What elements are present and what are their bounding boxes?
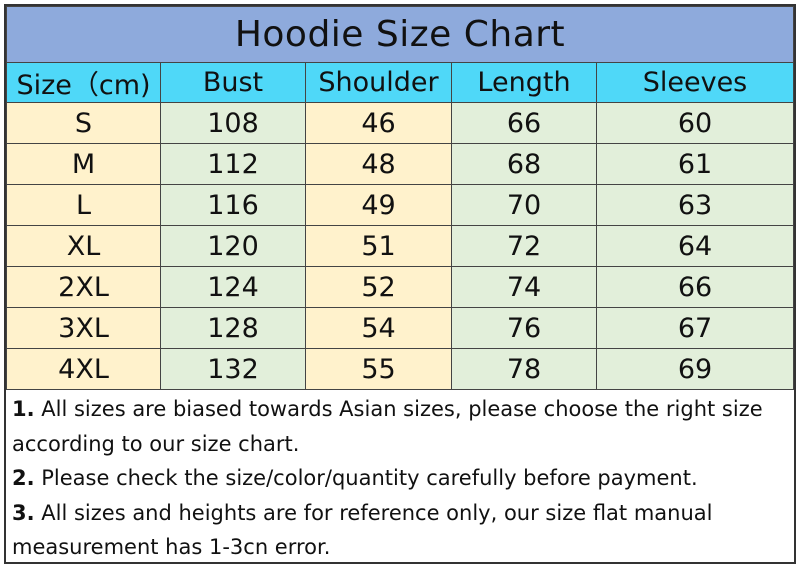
chart-title: Hoodie Size Chart: [6, 6, 794, 63]
table-cell: 66: [451, 102, 597, 144]
table-cell: 2XL: [6, 266, 161, 308]
table-cell: 74: [451, 266, 597, 308]
table-cell: 70: [451, 184, 597, 226]
table-cell: 48: [305, 143, 452, 185]
size-chart: Hoodie Size Chart Size（cm) Bust Shoulder Le…: [4, 4, 796, 564]
table-cell: 49: [305, 184, 452, 226]
table-cell: 128: [160, 307, 306, 349]
size-table: Hoodie Size Chart Size（cm) Bust Shoulder Le…: [6, 6, 794, 390]
table-cell: 124: [160, 266, 306, 308]
note-number: 3.: [12, 500, 35, 525]
column-header: Sleeves: [596, 62, 794, 103]
table-cell: 112: [160, 143, 306, 185]
note-number: 1.: [12, 397, 35, 421]
notes: 1. All sizes are biased towards Asian si…: [6, 390, 794, 567]
table-cell: 69: [596, 348, 794, 390]
column-header: Bust: [160, 62, 306, 103]
table-cell: 46: [305, 102, 452, 144]
table-cell: 108: [160, 102, 306, 144]
table-cell: XL: [6, 225, 161, 267]
table-cell: 68: [451, 143, 597, 185]
table-cell: 61: [596, 143, 794, 185]
note-item: 1. All sizes are biased towards Asian si…: [12, 392, 788, 461]
table-row: XL 120 51 72 64: [6, 225, 794, 267]
note-text: All sizes are biased towards Asian sizes…: [12, 397, 763, 456]
table-cell: 76: [451, 307, 597, 349]
table-row: S 108 46 66 60: [6, 102, 794, 144]
table-row: L 116 49 70 63: [6, 184, 794, 226]
table-cell: 55: [305, 348, 452, 390]
table-cell: 78: [451, 348, 597, 390]
header-row: Size（cm) Bust Shoulder Length Sleeves: [6, 62, 794, 103]
column-header: Length: [451, 62, 597, 103]
table-cell: 63: [596, 184, 794, 226]
note-item: 3. All sizes and heights are for referen…: [12, 496, 788, 565]
table-cell: 120: [160, 225, 306, 267]
table-row: 3XL 128 54 76 67: [6, 307, 794, 349]
table-cell: 72: [451, 225, 597, 267]
note-text: Please check the size/color/quantity car…: [34, 466, 698, 490]
note-number: 2.: [12, 466, 35, 490]
note-text: All sizes and heights are for reference …: [12, 500, 713, 560]
table-cell: 4XL: [6, 348, 161, 390]
table-cell: M: [6, 143, 161, 185]
table-cell: 54: [305, 307, 452, 349]
table-cell: 60: [596, 102, 794, 144]
table-cell: 3XL: [6, 307, 161, 349]
table-cell: L: [6, 184, 161, 226]
note-item: 2. Please check the size/color/quantity …: [12, 461, 788, 496]
table-cell: 116: [160, 184, 306, 226]
table-row: M 112 48 68 61: [6, 143, 794, 185]
table-cell: 52: [305, 266, 452, 308]
table-cell: 64: [596, 225, 794, 267]
column-header: Shoulder: [305, 62, 452, 103]
table-cell: 51: [305, 225, 452, 267]
table-cell: 132: [160, 348, 306, 390]
table-cell: 67: [596, 307, 794, 349]
table-cell: S: [6, 102, 161, 144]
column-header: Size（cm): [6, 62, 161, 103]
table-cell: 66: [596, 266, 794, 308]
table-row: 2XL 124 52 74 66: [6, 266, 794, 308]
table-row: 4XL 132 55 78 69: [6, 348, 794, 390]
